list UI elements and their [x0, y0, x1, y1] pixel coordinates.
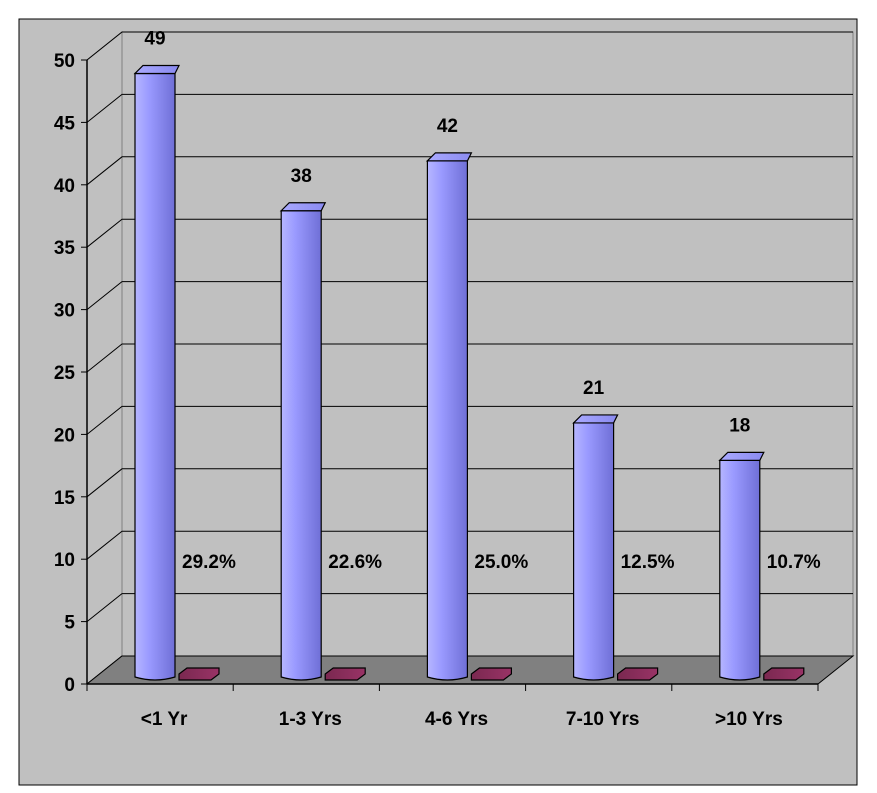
share-bar	[617, 667, 659, 681]
value-label: 49	[144, 28, 165, 49]
y-tick-label: 45	[54, 113, 76, 134]
x-tick-label: >10 Yrs	[715, 709, 783, 730]
percent-label: 22.6%	[328, 552, 382, 573]
y-tick-label: 15	[54, 488, 76, 509]
value-label: 18	[729, 415, 750, 436]
percent-label: 12.5%	[621, 552, 675, 573]
share-bar	[763, 667, 805, 681]
bar-group	[425, 152, 512, 681]
percent-label: 10.7%	[767, 552, 821, 573]
gridline	[86, 343, 853, 373]
bar	[134, 72, 176, 681]
y-tick-label: 20	[54, 425, 75, 446]
y-tick-label: 25	[54, 363, 76, 384]
y-tick-label: 0	[64, 675, 75, 696]
x-tick-label: 7-10 Yrs	[566, 709, 640, 730]
bar-top	[279, 202, 327, 212]
y-tick-label: 35	[54, 238, 76, 259]
percent-label: 25.0%	[474, 552, 528, 573]
bar	[719, 459, 761, 681]
share-bar	[324, 667, 366, 681]
gridline	[86, 31, 853, 61]
bar-group	[718, 451, 805, 681]
bar-top	[718, 451, 765, 461]
y-tick-label: 50	[54, 51, 75, 72]
gridline	[86, 93, 853, 123]
bar-top	[133, 64, 180, 75]
value-label: 42	[437, 116, 458, 137]
bar-top	[425, 152, 473, 162]
gridline	[86, 405, 853, 435]
gridline	[86, 156, 853, 186]
bar-group	[279, 202, 366, 681]
share-bar	[470, 667, 512, 681]
bar-group	[572, 414, 659, 681]
gridline	[86, 218, 853, 248]
x-tick-label: 1-3 Yrs	[279, 709, 342, 730]
value-label: 38	[291, 166, 312, 187]
bar-group	[133, 64, 220, 681]
y-tick-label: 40	[54, 176, 75, 197]
bar-top	[572, 414, 619, 424]
x-tick-label: 4-6 Yrs	[425, 709, 488, 730]
bar	[280, 210, 322, 681]
y-tick-label: 5	[64, 613, 75, 634]
y-tick-label: 30	[54, 301, 75, 322]
share-bar	[178, 667, 220, 681]
percent-label: 29.2%	[182, 552, 236, 573]
bar	[573, 422, 615, 681]
gridline	[86, 281, 853, 310]
value-label: 21	[583, 378, 605, 399]
bar	[426, 160, 468, 681]
y-tick-label: 10	[54, 550, 75, 571]
x-tick-label: <1 Yr	[141, 709, 188, 730]
